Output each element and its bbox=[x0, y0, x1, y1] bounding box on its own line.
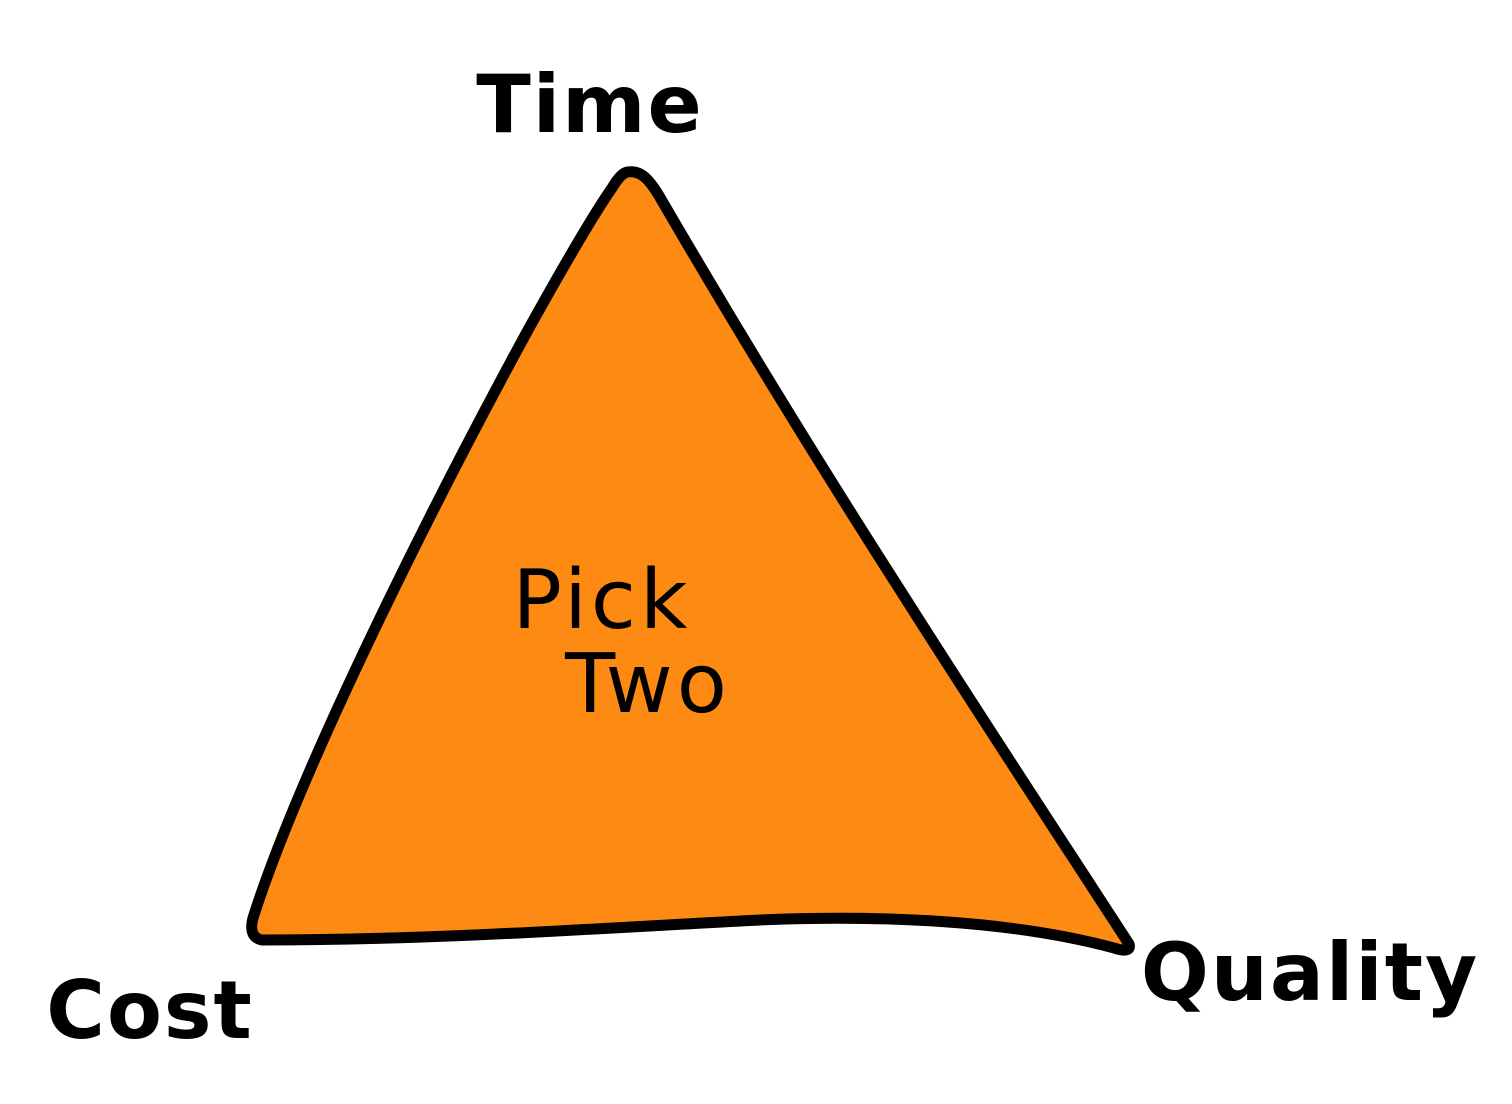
label-cost: Cost bbox=[46, 964, 254, 1057]
label-quality: Quality bbox=[1141, 926, 1479, 1019]
label-time: Time bbox=[476, 58, 704, 151]
center-text-line1: Pick bbox=[513, 553, 692, 648]
center-text-line2: Two bbox=[564, 637, 731, 732]
triangle-shape bbox=[246, 166, 1135, 956]
